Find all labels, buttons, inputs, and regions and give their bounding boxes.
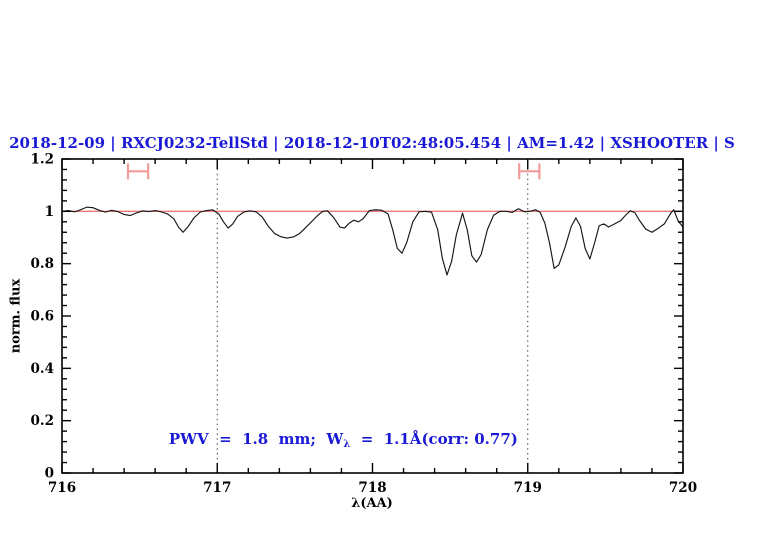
y-tick-label: 0.2 bbox=[31, 413, 55, 429]
y-tick-label: 1 bbox=[45, 204, 54, 220]
plot-title: 2018-12-09 | RXCJ0232-TellStd | 2018-12-… bbox=[9, 134, 735, 152]
spectrum-line bbox=[61, 206, 684, 276]
y-tick-label: 0.8 bbox=[31, 256, 55, 272]
y-tick-label: 0.6 bbox=[31, 309, 55, 325]
y-tick-label: 0 bbox=[45, 466, 54, 482]
pwv-annotation-pre: PWV = 1.8 mm; W bbox=[168, 430, 344, 448]
x-tick-label: 720 bbox=[669, 480, 697, 496]
y-tick-label: 0.4 bbox=[31, 361, 55, 377]
x-tick-label: 716 bbox=[48, 480, 76, 496]
x-tick-label: 718 bbox=[358, 480, 386, 496]
x-tick-label: 717 bbox=[203, 480, 231, 496]
plot-frame bbox=[61, 158, 684, 474]
pwv-annotation-sub: λ bbox=[343, 439, 351, 450]
x-axis-label: λ(AA) bbox=[351, 496, 393, 511]
y-tick-label: 1.2 bbox=[31, 152, 55, 168]
pwv-annotation-post: = 1.1Å(corr: 0.77) bbox=[350, 430, 518, 448]
x-tick-label: 719 bbox=[514, 480, 542, 496]
pwv-annotation: PWV = 1.8 mm; Wλ = 1.1Å(corr: 0.77) bbox=[148, 412, 518, 466]
